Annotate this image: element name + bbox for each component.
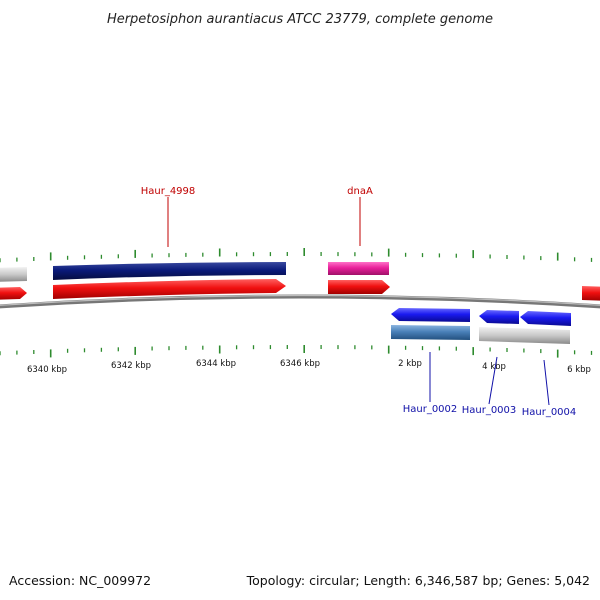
scale-label-6344kbp: 6344 kbp [196,359,236,369]
gene-grey-left[interactable] [0,267,27,282]
scale-label-6346kbp: 6346 kbp [280,359,320,369]
gene-dnaA[interactable] [328,262,389,275]
callout-line-haur-0003 [488,356,498,405]
gene-haur-0003-0004[interactable] [479,327,570,344]
scale-label-6342kbp: 6342 kbp [111,361,151,371]
gene-label-dnaA[interactable]: dnaA [347,186,373,197]
genome-backbone-highlight [0,294,600,306]
gene-haur-0002[interactable] [391,325,470,340]
gene-label-haur-4998[interactable]: Haur_4998 [141,186,196,197]
tick-row-inner [0,345,593,358]
scale-label-6kbp: 6 kbp [567,365,591,375]
cds-forward-dnaA[interactable] [328,280,390,294]
tick-row-outer [0,248,593,263]
gene-label-haur-0003[interactable]: Haur_0003 [462,405,517,416]
cds-reverse-haur-0003[interactable] [479,310,519,324]
gene-label-haur-0004[interactable]: Haur_0004 [522,407,577,418]
scale-label-2kbp: 2 kbp [398,359,422,369]
cds-forward-right[interactable] [582,286,600,301]
cds-forward-left[interactable] [0,287,27,300]
callout-line-haur-0004 [543,359,550,406]
genome-backbone [0,294,600,309]
genome-summary-text: Topology: circular; Length: 6,346,587 bp… [246,573,590,588]
cds-reverse-haur-0004[interactable] [520,311,571,326]
accession-text: Accession: NC_009972 [9,573,151,588]
scale-label-4kbp: 4 kbp [482,362,506,372]
cds-forward-haur-4998[interactable] [53,279,286,299]
gene-label-haur-0002[interactable]: Haur_0002 [403,404,458,415]
map-title: Herpetosiphon aurantiacus ATCC 23779, co… [107,12,493,27]
gene-haur-4998[interactable] [53,262,286,280]
scale-label-6340kbp: 6340 kbp [27,365,67,375]
cds-reverse-haur-0002[interactable] [391,308,470,322]
